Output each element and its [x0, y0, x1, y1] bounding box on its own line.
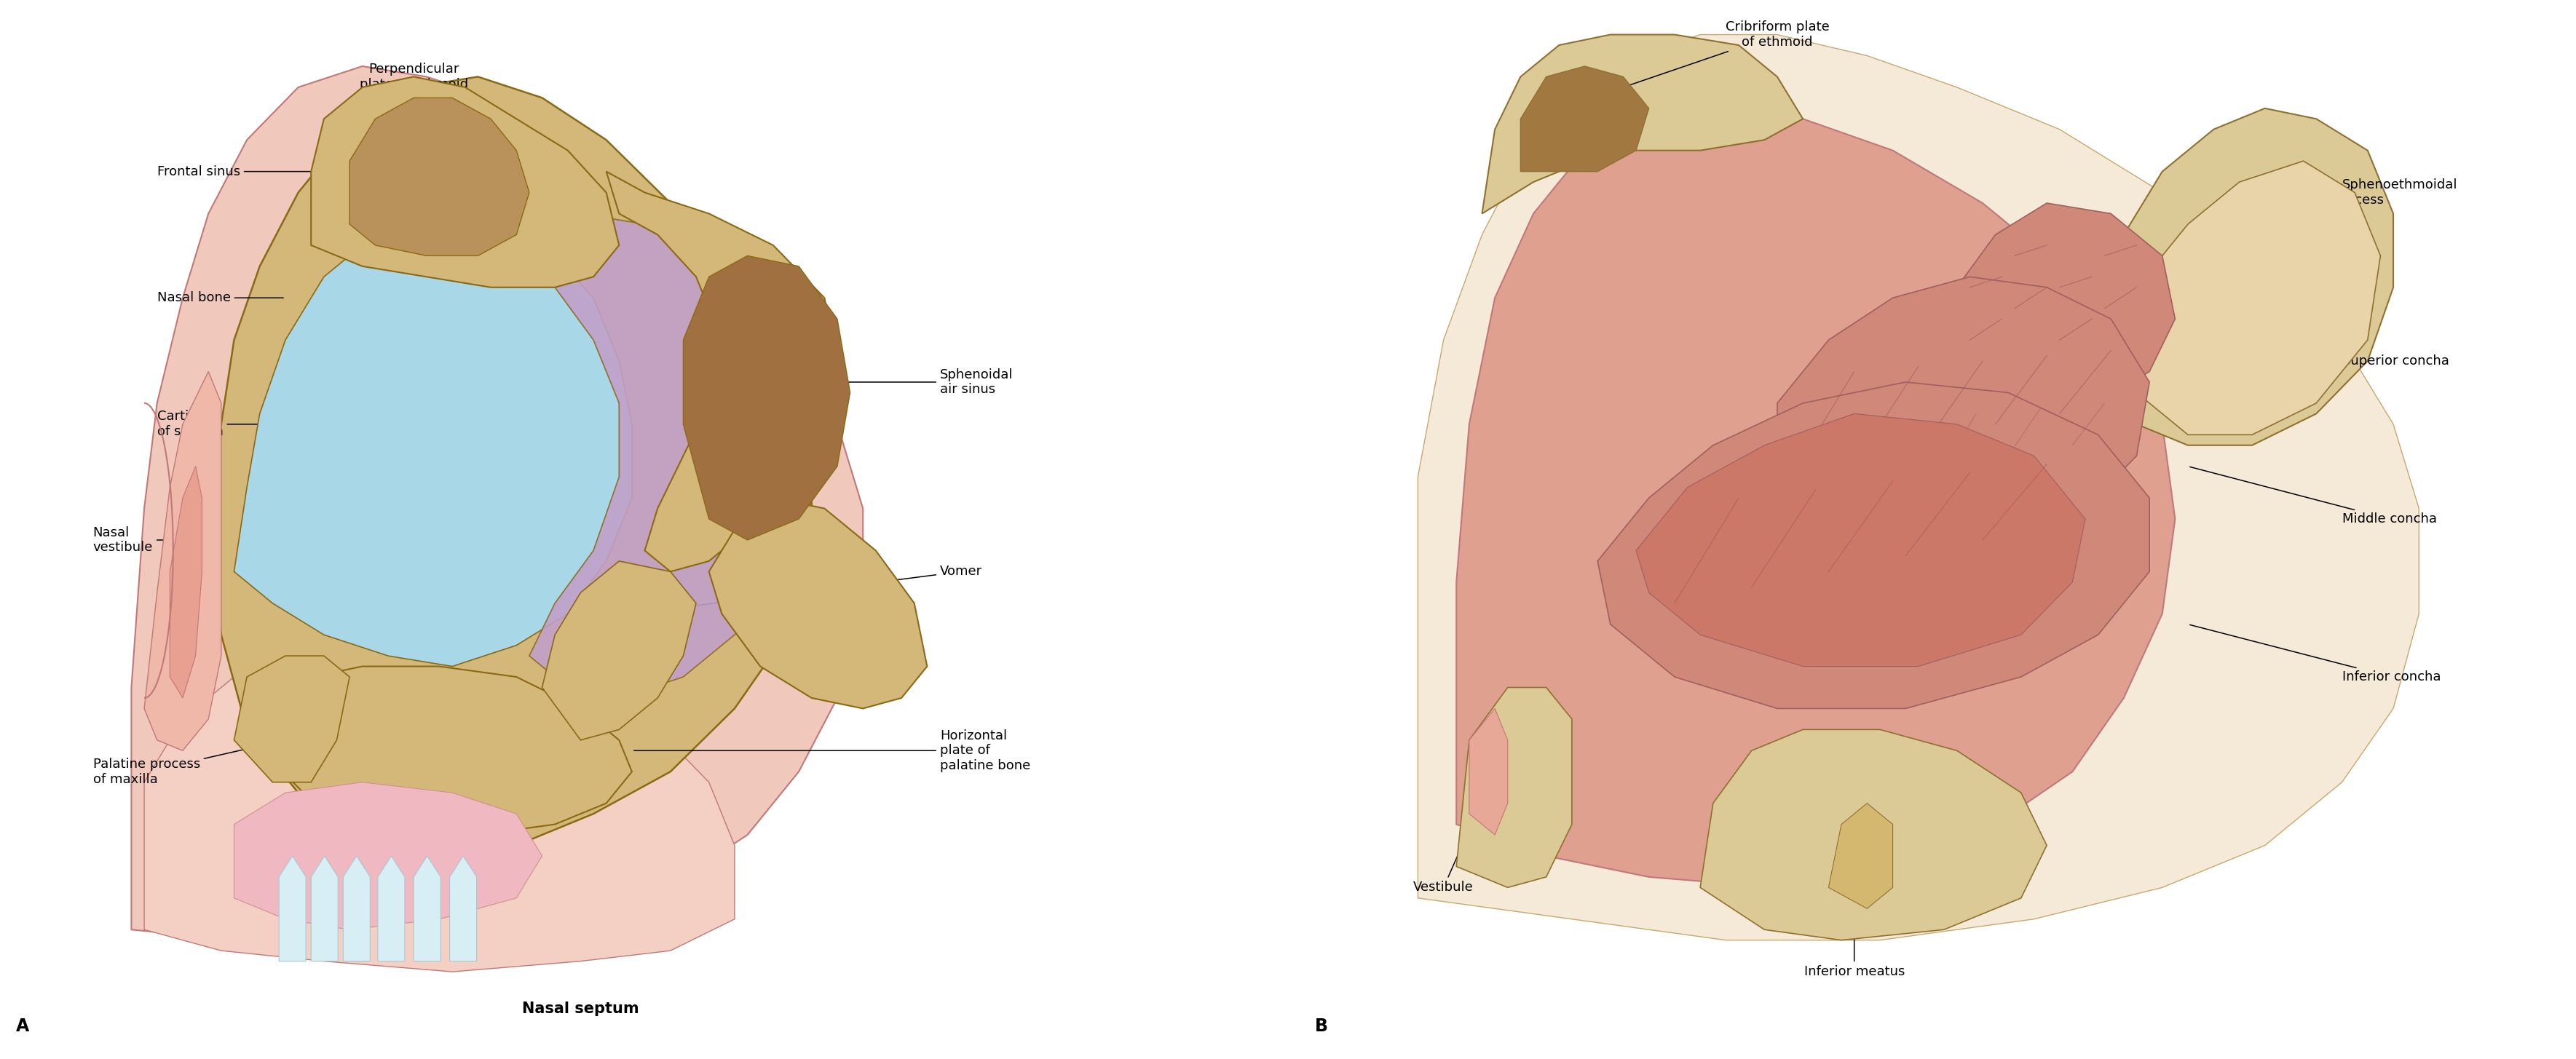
Polygon shape: [1417, 35, 2419, 940]
Text: Horizontal
plate of
palatine bone: Horizontal plate of palatine bone: [634, 729, 1030, 772]
Polygon shape: [312, 856, 337, 962]
Text: Inferior concha: Inferior concha: [2190, 625, 2439, 683]
Text: Frontal sinus: Frontal sinus: [157, 165, 425, 178]
Polygon shape: [541, 561, 696, 740]
Polygon shape: [234, 783, 541, 930]
Polygon shape: [708, 498, 927, 708]
Polygon shape: [312, 76, 618, 287]
Polygon shape: [273, 666, 631, 834]
Polygon shape: [2097, 108, 2393, 445]
Polygon shape: [1455, 687, 1571, 887]
Polygon shape: [1636, 414, 2084, 666]
Text: Inferior meatus: Inferior meatus: [1803, 794, 1904, 979]
Polygon shape: [492, 214, 799, 698]
Polygon shape: [379, 856, 404, 962]
Text: Superior concha: Superior concha: [2190, 340, 2450, 367]
Text: Middle concha: Middle concha: [2190, 467, 2437, 525]
Polygon shape: [683, 255, 850, 540]
Polygon shape: [144, 372, 222, 751]
Polygon shape: [2110, 161, 2380, 435]
Text: A: A: [15, 1018, 28, 1035]
Polygon shape: [1945, 203, 2174, 414]
Polygon shape: [131, 67, 863, 962]
Polygon shape: [234, 214, 631, 666]
Text: Nasal bone: Nasal bone: [157, 291, 283, 304]
Polygon shape: [1455, 108, 2174, 887]
Polygon shape: [278, 856, 307, 962]
Polygon shape: [234, 656, 350, 783]
Text: Nasal septum: Nasal septum: [523, 1002, 639, 1016]
Text: Palatine process
of maxilla: Palatine process of maxilla: [93, 740, 283, 786]
Text: Vestibule: Vestibule: [1414, 773, 1494, 894]
Polygon shape: [170, 466, 201, 698]
Polygon shape: [343, 856, 371, 962]
Text: Cribriform plate
of ethmoid: Cribriform plate of ethmoid: [1625, 20, 1829, 87]
Text: Vomer: Vomer: [634, 566, 981, 613]
Polygon shape: [1597, 382, 2148, 708]
Text: Sphenoethmoidal
recess: Sphenoethmoidal recess: [2151, 178, 2458, 266]
Text: Cartilage
of septum: Cartilage of septum: [157, 410, 309, 438]
Polygon shape: [209, 76, 811, 856]
Polygon shape: [1520, 67, 1649, 172]
Text: Nasal
vestibule: Nasal vestibule: [93, 526, 188, 554]
Polygon shape: [451, 856, 477, 962]
Polygon shape: [1777, 276, 2148, 551]
Polygon shape: [1700, 730, 2048, 940]
Text: Sphenoidal
air sinus: Sphenoidal air sinus: [775, 367, 1012, 396]
Text: Perpendicular
plate of ethmoid: Perpendicular plate of ethmoid: [361, 62, 507, 191]
Text: B: B: [1316, 1018, 1329, 1035]
Polygon shape: [1481, 35, 1803, 214]
Polygon shape: [350, 97, 528, 255]
Polygon shape: [415, 856, 440, 962]
Polygon shape: [1468, 708, 1507, 834]
Polygon shape: [1829, 804, 1893, 909]
Polygon shape: [144, 645, 734, 972]
Polygon shape: [605, 172, 837, 572]
